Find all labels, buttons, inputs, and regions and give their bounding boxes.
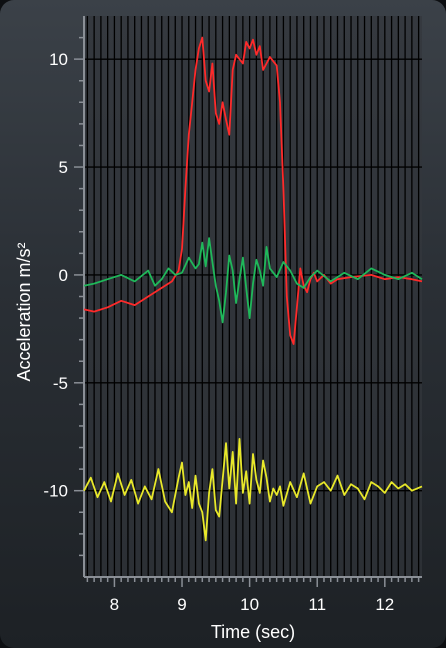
series-line-3: [83, 437, 423, 542]
x-tick-label: 8: [110, 595, 119, 614]
y-tick-label: -5: [53, 374, 68, 393]
y-tick-label: -10: [43, 482, 68, 501]
x-axis-label: Time (sec): [211, 622, 295, 642]
series-line-1: [83, 36, 423, 345]
x-tick-label: 10: [240, 595, 259, 614]
y-tick-label: 0: [59, 266, 68, 285]
y-axis-label: Acceleration m/s²: [14, 242, 34, 381]
x-tick-label: 12: [375, 595, 394, 614]
y-tick-label: 10: [49, 50, 68, 69]
x-tick-label: 9: [177, 595, 186, 614]
x-tick-label: 11: [308, 595, 326, 614]
series-line-2: [83, 237, 423, 324]
y-tick-label: 5: [59, 158, 68, 177]
plot-area: [84, 16, 422, 577]
